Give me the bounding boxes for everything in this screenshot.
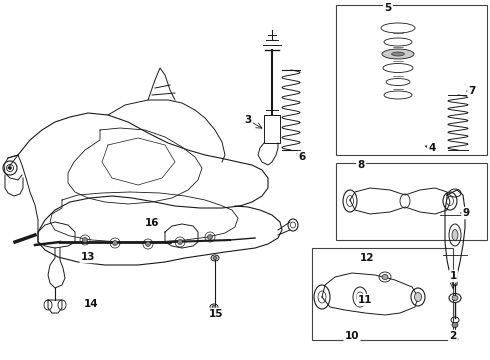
Ellipse shape bbox=[452, 230, 458, 240]
Bar bbox=[264, 115, 280, 143]
Circle shape bbox=[207, 234, 213, 239]
Bar bbox=[336, 163, 487, 240]
Ellipse shape bbox=[382, 274, 388, 279]
Circle shape bbox=[146, 242, 150, 247]
Text: 16: 16 bbox=[145, 218, 159, 228]
Text: 7: 7 bbox=[468, 86, 476, 96]
Text: 13: 13 bbox=[81, 252, 95, 262]
Bar bbox=[312, 248, 453, 340]
Text: 4: 4 bbox=[428, 143, 436, 153]
Text: 14: 14 bbox=[84, 299, 98, 309]
Ellipse shape bbox=[452, 337, 458, 341]
Ellipse shape bbox=[212, 306, 216, 309]
Ellipse shape bbox=[382, 49, 414, 59]
Bar bbox=[336, 5, 487, 155]
Text: 9: 9 bbox=[463, 208, 469, 218]
Text: 3: 3 bbox=[245, 115, 252, 125]
Ellipse shape bbox=[415, 292, 421, 302]
Circle shape bbox=[113, 240, 118, 246]
Ellipse shape bbox=[392, 52, 404, 56]
Text: 6: 6 bbox=[298, 152, 306, 162]
Circle shape bbox=[177, 239, 182, 244]
Text: 12: 12 bbox=[360, 253, 374, 263]
Ellipse shape bbox=[452, 323, 458, 328]
Text: 5: 5 bbox=[384, 3, 392, 13]
Text: 2: 2 bbox=[449, 331, 457, 341]
Text: 11: 11 bbox=[358, 295, 372, 305]
Text: 10: 10 bbox=[345, 331, 359, 341]
Text: 8: 8 bbox=[357, 160, 365, 170]
Text: 1: 1 bbox=[449, 271, 457, 281]
Ellipse shape bbox=[213, 256, 217, 260]
Circle shape bbox=[82, 238, 88, 243]
Ellipse shape bbox=[8, 166, 11, 170]
Text: 15: 15 bbox=[209, 309, 223, 319]
Ellipse shape bbox=[452, 296, 458, 301]
